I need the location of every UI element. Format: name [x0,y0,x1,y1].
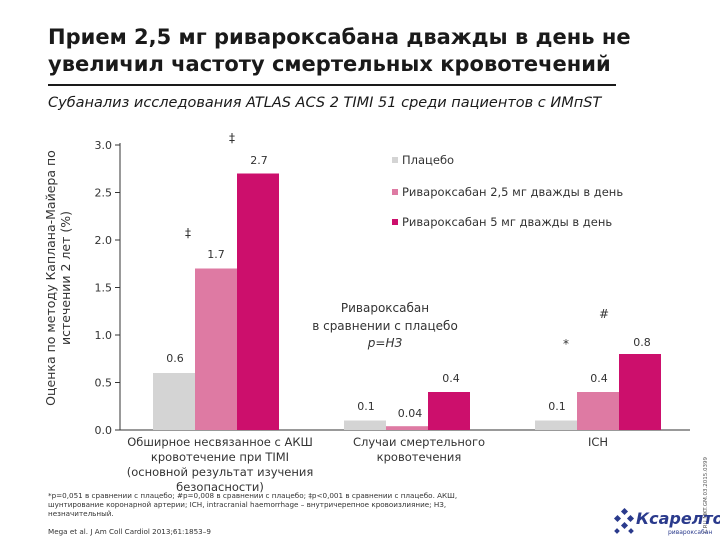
bar [344,420,386,430]
legend-label: Ривароксабан 2,5 мг дважды в день [402,185,623,199]
brand-logo: Ксарелто ривароксабан [612,505,720,539]
data-label: 0.1 [357,400,375,413]
title-underline [48,84,616,86]
data-label: 0.4 [590,372,608,385]
logo-mark-icon [613,507,635,534]
page-title: Прием 2,5 мг ривароксабана дважды в день… [48,24,688,78]
y-tick-label: 2.0 [95,234,113,247]
significance-mark: ‡ [185,226,191,240]
x-category-label: ICH [588,435,608,449]
significance-mark: * [563,337,569,351]
y-tick-label: 1.5 [95,282,113,295]
significance-mark: ‡ [229,131,235,145]
x-category-label: кровотечение при TIMI [151,450,289,464]
data-label: 0.4 [442,372,460,385]
logo-text: Ксарелто [636,509,720,528]
source-citation: Mega et al. J Am Coll Cardiol 2013;61:18… [48,527,211,536]
footnote-line-2: шунтирование коронарной артерии; ICH, in… [48,500,447,509]
bar [535,420,577,430]
legend-swatch [392,219,398,225]
x-category-label: (основной результат изучения [127,465,314,479]
page-subtitle: Субанализ исследования ATLAS ACS 2 TIMI … [48,95,602,111]
y-tick-label: 1.0 [95,329,113,342]
data-label: 0.8 [633,336,651,349]
data-label: 0.6 [166,352,184,365]
footnote-line-1: *p=0,051 в сравнении с плацебо; #p=0,008… [48,491,458,500]
legend-label: Плацебо [402,153,454,167]
title-line-1: Прием 2,5 мг ривароксабана дважды в день… [48,25,631,49]
bar [386,426,428,430]
y-tick-label: 0.0 [95,424,113,437]
data-label: 0.1 [548,400,566,413]
y-tick-label: 3.0 [95,139,113,152]
bar [195,268,237,430]
legend-swatch [392,189,398,195]
bar [153,373,195,430]
y-tick-label: 2.5 [95,187,113,200]
data-label: 1.7 [207,248,225,261]
x-category-label: безопасности) [176,480,264,494]
data-label: 2.7 [250,154,268,167]
bar [619,354,661,430]
bar [428,392,470,430]
y-tick-label: 0.5 [95,377,113,390]
footnote-line-3: незначительный. [48,509,114,518]
x-category-label: Случаи смертельного [353,435,485,449]
x-category-label: Обширное несвязанное с АКШ [127,435,313,449]
footnote: *p=0,051 в сравнении с плацебо; #p=0,008… [48,491,648,518]
data-label: 0.04 [398,407,423,420]
comparison-note: Ривароксабан [341,301,429,315]
comparison-note: p=НЗ [367,336,403,350]
bar [577,392,619,430]
significance-mark: # [599,307,609,321]
logo-subtext: ривароксабан [668,529,713,536]
bar [237,173,279,430]
x-category-label: кровотечения [377,450,462,464]
legend-label: Ривароксабан 5 мг дважды в день [402,215,612,229]
comparison-note: в сравнении с плацебо [312,319,458,333]
title-line-2: увеличил частоту смертельных кровотечени… [48,52,611,76]
legend-swatch [392,157,398,163]
